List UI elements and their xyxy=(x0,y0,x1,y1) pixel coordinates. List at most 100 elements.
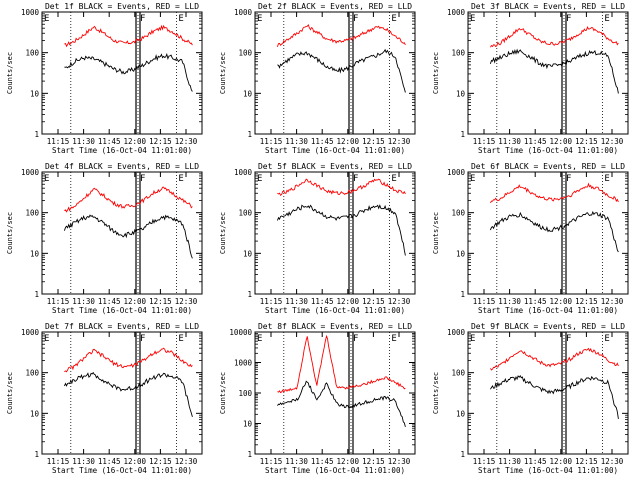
chart-title: Det 9f BLACK = Events, RED = LLD xyxy=(471,322,625,331)
x-tick-label: 12:15 xyxy=(149,137,172,146)
chart-svg: Det 6f BLACK = Events, RED = LLD 1 10 100 10… xyxy=(432,162,629,315)
y-tick-label: 1 xyxy=(34,290,39,299)
marker-label: E xyxy=(470,14,475,24)
series-lld-line xyxy=(64,24,193,48)
y-tick-label: 1 xyxy=(247,450,252,459)
y-tick-label: 10 xyxy=(30,409,40,418)
y-tick-label: 10 xyxy=(456,249,466,258)
series-events-line xyxy=(63,214,193,259)
x-tick-label: 12:30 xyxy=(388,137,411,146)
x-tick-label: 12:00 xyxy=(550,457,573,466)
marker-label: E xyxy=(604,334,609,344)
x-tick-label: 12:15 xyxy=(362,457,385,466)
series-lld-line xyxy=(490,182,619,204)
marker-label: E xyxy=(178,14,183,24)
marker-label: E xyxy=(391,14,396,24)
x-tick-label: 12:15 xyxy=(575,137,598,146)
x-axis-label: Start Time (16-Oct-04 11:01:00) xyxy=(265,466,405,475)
x-tick-label: 11:30 xyxy=(72,297,95,306)
marker-label: E xyxy=(391,334,396,344)
chart-svg: Det 7f BLACK = Events, RED = LLD 1 10 100 10… xyxy=(6,322,203,475)
marker-label: F xyxy=(353,334,358,344)
y-tick-label: 1 xyxy=(247,130,252,139)
x-tick-label: 12:15 xyxy=(575,297,598,306)
y-axis-label: Counts/sec xyxy=(6,52,14,94)
marker-label: E xyxy=(470,334,475,344)
x-tick-label: 12:30 xyxy=(388,457,411,466)
y-tick-label: 1 xyxy=(34,450,39,459)
plot-frame xyxy=(41,11,203,135)
x-tick-label: 11:30 xyxy=(285,137,308,146)
detector-panel-6: Det 6f BLACK = Events, RED = LLD 1 10 100 10… xyxy=(426,160,639,320)
x-tick-label: 12:00 xyxy=(337,457,360,466)
chart-title: Det 7f BLACK = Events, RED = LLD xyxy=(45,322,199,331)
y-tick-label: 1 xyxy=(460,130,465,139)
detector-panel-2: Det 2f BLACK = Events, RED = LLD 1 10 100 10… xyxy=(213,0,426,160)
chart-title: Det 4f BLACK = Events, RED = LLD xyxy=(45,162,199,171)
x-tick-label: 11:45 xyxy=(524,137,547,146)
x-tick-label: 11:15 xyxy=(473,137,496,146)
x-tick-label: 12:15 xyxy=(149,457,172,466)
marker-label: F xyxy=(140,174,145,184)
y-tick-label: 10 xyxy=(243,420,253,429)
x-tick-label: 12:15 xyxy=(362,297,385,306)
y-tick-label: 1000 xyxy=(234,168,253,177)
series-events-line xyxy=(276,204,406,256)
y-tick-label: 100 xyxy=(451,209,465,218)
series-events-line xyxy=(277,380,406,428)
plot-frame xyxy=(41,171,203,295)
detector-panel-7: Det 7f BLACK = Events, RED = LLD 1 10 100 10… xyxy=(0,320,213,480)
y-tick-label: 10 xyxy=(30,89,40,98)
x-tick-label: 11:45 xyxy=(311,297,334,306)
chart-title: Det 3f BLACK = Events, RED = LLD xyxy=(471,2,625,11)
x-tick-label: 11:45 xyxy=(98,297,121,306)
x-tick-label: 11:30 xyxy=(498,457,521,466)
y-tick-label: 10 xyxy=(30,249,40,258)
y-tick-label: 1 xyxy=(34,130,39,139)
chart-svg: Det 5f BLACK = Events, RED = LLD 1 10 100 10… xyxy=(219,162,416,315)
marker-label: E xyxy=(44,334,49,344)
plot-frame xyxy=(467,171,629,295)
plot-frame xyxy=(467,331,629,455)
series-events-line xyxy=(64,52,193,92)
y-tick-label: 10 xyxy=(456,409,466,418)
y-tick-label: 1000 xyxy=(21,168,40,177)
detector-panel-5: Det 5f BLACK = Events, RED = LLD 1 10 100 10… xyxy=(213,160,426,320)
marker-label: F xyxy=(566,334,571,344)
y-axis-label: Counts/sec xyxy=(432,212,440,254)
chart-svg: Det 8f BLACK = Events, RED = LLD 1 10 100 10… xyxy=(219,322,416,475)
chart-title: Det 5f BLACK = Events, RED = LLD xyxy=(258,162,412,171)
chart-title: Det 2f BLACK = Events, RED = LLD xyxy=(258,2,412,11)
chart-svg: Det 3f BLACK = Events, RED = LLD 1 10 100 10… xyxy=(432,2,629,155)
x-tick-label: 11:15 xyxy=(260,297,283,306)
marker-label: F xyxy=(353,174,358,184)
series-lld-line xyxy=(277,334,406,394)
marker-label: F xyxy=(353,14,358,24)
y-tick-label: 10 xyxy=(243,249,253,258)
y-tick-label: 10 xyxy=(456,89,466,98)
chart-svg: Det 4f BLACK = Events, RED = LLD 1 10 100 10… xyxy=(6,162,203,315)
y-tick-label: 1 xyxy=(460,290,465,299)
marker-label: E xyxy=(470,174,475,184)
y-axis-label: Counts/sec xyxy=(219,52,227,94)
y-tick-label: 1000 xyxy=(21,328,40,337)
x-tick-label: 12:00 xyxy=(337,137,360,146)
plot-frame xyxy=(254,11,416,135)
y-axis-label: Counts/sec xyxy=(219,372,227,414)
x-tick-label: 12:00 xyxy=(124,457,147,466)
marker-label: F xyxy=(140,334,145,344)
x-tick-label: 12:00 xyxy=(550,137,573,146)
y-tick-label: 1000 xyxy=(447,168,466,177)
y-tick-label: 10 xyxy=(243,89,253,98)
x-tick-label: 11:45 xyxy=(311,457,334,466)
marker-label: E xyxy=(178,334,183,344)
y-tick-label: 1000 xyxy=(234,8,253,17)
detector-panel-8: Det 8f BLACK = Events, RED = LLD 1 10 100 10… xyxy=(213,320,426,480)
x-tick-label: 11:15 xyxy=(47,297,70,306)
x-tick-label: 12:30 xyxy=(175,137,198,146)
x-tick-label: 12:30 xyxy=(388,297,411,306)
y-tick-label: 1000 xyxy=(234,359,253,368)
marker-label: E xyxy=(178,174,183,184)
chart-title: Det 1f BLACK = Events, RED = LLD xyxy=(45,2,199,11)
